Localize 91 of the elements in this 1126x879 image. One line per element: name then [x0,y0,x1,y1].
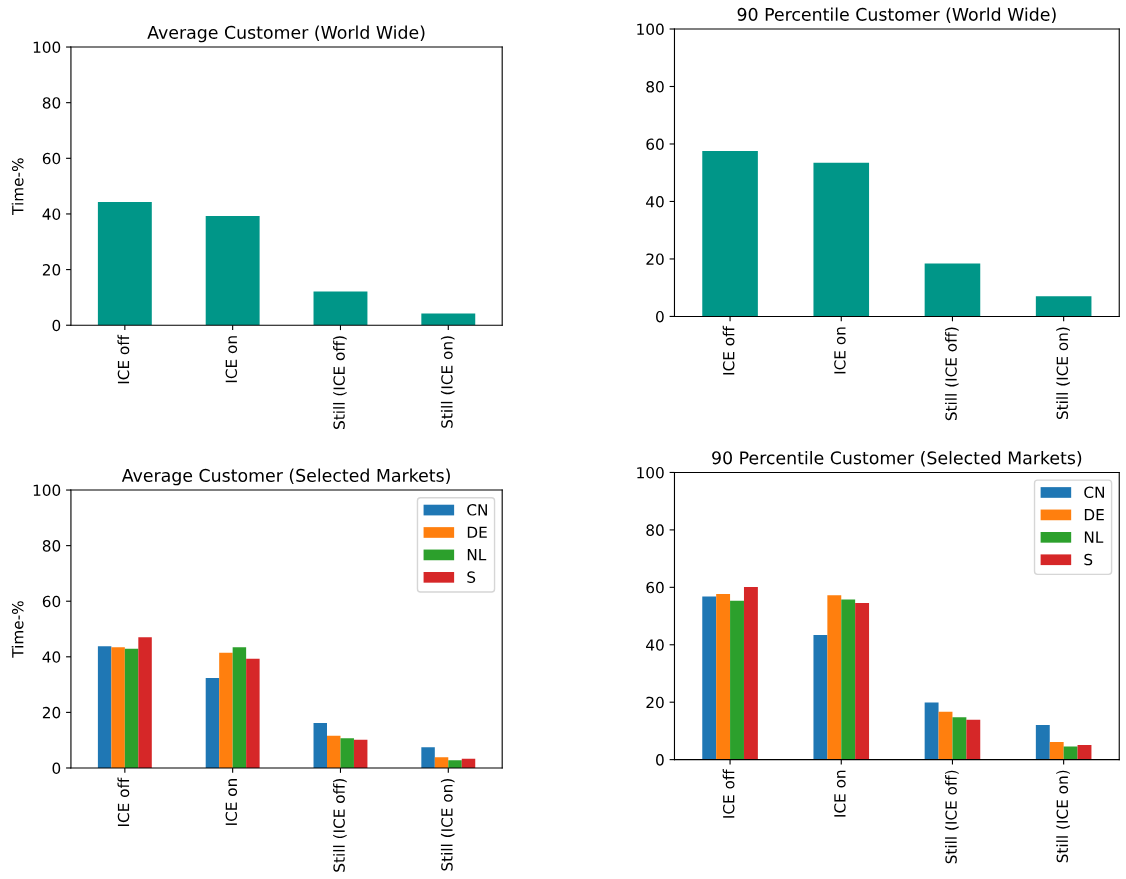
y-tick-label: 20 [42,264,61,276]
bar [1049,742,1064,760]
bar [124,648,139,768]
bar [219,652,233,768]
x-tick-label: Still (ICE off) [333,779,347,872]
bar [966,719,981,760]
x-tick-label: ICE on [834,770,846,817]
y-tick-label: 60 [646,581,664,594]
bar [702,150,758,317]
bar [421,313,476,326]
x-tick-label: ICE off [722,325,735,375]
bar [924,263,981,317]
bar [111,647,125,768]
y-tick-label: 40 [42,651,61,663]
x-tick-label: Still (ICE off) [945,327,959,421]
y-tick-label: 0 [52,319,61,332]
y-tick-label: 0 [656,310,664,323]
legend-label: NL [1084,531,1104,543]
bar [702,596,717,760]
x-tick-label: ICE on [225,336,238,383]
y-tick-label: 60 [42,152,61,165]
y-tick-label: 80 [646,524,664,536]
y-tick-label: 40 [646,195,664,208]
bar [743,587,758,760]
x-tick-label: ICE off [117,334,130,384]
bar [353,739,368,768]
bar [205,215,260,326]
legend-label: CN [467,504,487,516]
legend-label: NL [467,549,487,561]
x-tick-label: Still (ICE off) [945,770,959,864]
bar [813,635,828,760]
chart-title: 90 Percentile Customer (Selected Markets) [712,450,1082,467]
bar [205,677,220,768]
y-tick-label: 100 [33,484,61,497]
legend-label: DE [1084,509,1104,521]
bar [938,711,953,760]
y-axis-title: Time-% [11,158,24,215]
y-tick-label: 100 [637,23,664,36]
bar [813,162,870,317]
y-tick-label: 60 [42,595,61,608]
x-tick-label: ICE on [834,327,846,374]
bar [232,647,247,768]
y-tick-label: 100 [637,466,664,479]
chart-title: 90 Percentile Customer (World Wide) [737,7,1056,23]
y-tick-label: 20 [42,706,61,719]
y-tick-label: 0 [656,754,664,766]
bar [730,600,744,760]
x-tick-label: Still (ICE off) [333,336,347,429]
y-tick-label: 40 [42,208,61,220]
legend-label: S [467,571,476,583]
y-tick-label: 20 [646,696,664,709]
x-tick-label: Still (ICE on) [440,779,455,871]
bar [952,717,967,760]
x-tick-label: Still (ICE on) [1056,770,1070,863]
legend-label: CN [1084,486,1104,499]
bar [246,658,260,768]
x-tick-label: Still (ICE on) [440,336,455,428]
bar [827,595,842,760]
bar [138,637,152,768]
y-tick-label: 80 [42,540,61,552]
bar [1063,746,1078,760]
y-tick-label: 0 [52,762,61,774]
chart-title: Average Customer (World Wide) [147,25,425,43]
bar [97,646,112,768]
bar [924,702,939,760]
bar [1035,296,1092,317]
bar [716,593,731,760]
bar [841,599,856,760]
x-tick-label: ICE on [225,779,238,825]
bar [421,747,435,768]
y-tick-label: 100 [33,41,61,54]
y-tick-label: 80 [42,97,61,109]
bar [448,760,462,768]
legend-label: DE [467,526,487,538]
bar [327,735,341,768]
bar [97,201,152,326]
x-tick-label: ICE off [722,769,735,818]
y-tick-label: 80 [646,80,664,93]
bar [313,722,327,768]
bar [855,603,870,760]
chart-title: Average Customer (Selected Markets) [121,468,450,486]
x-tick-label: ICE off [117,777,130,826]
x-tick-label: Still (ICE on) [1056,327,1070,420]
y-axis-title: Time-% [11,601,24,658]
legend-label: S [1084,553,1093,566]
y-tick-label: 20 [646,253,664,265]
bar [340,738,354,768]
bar [313,291,368,326]
bar [1035,724,1050,760]
y-tick-label: 60 [646,138,664,150]
y-tick-label: 40 [646,639,664,651]
